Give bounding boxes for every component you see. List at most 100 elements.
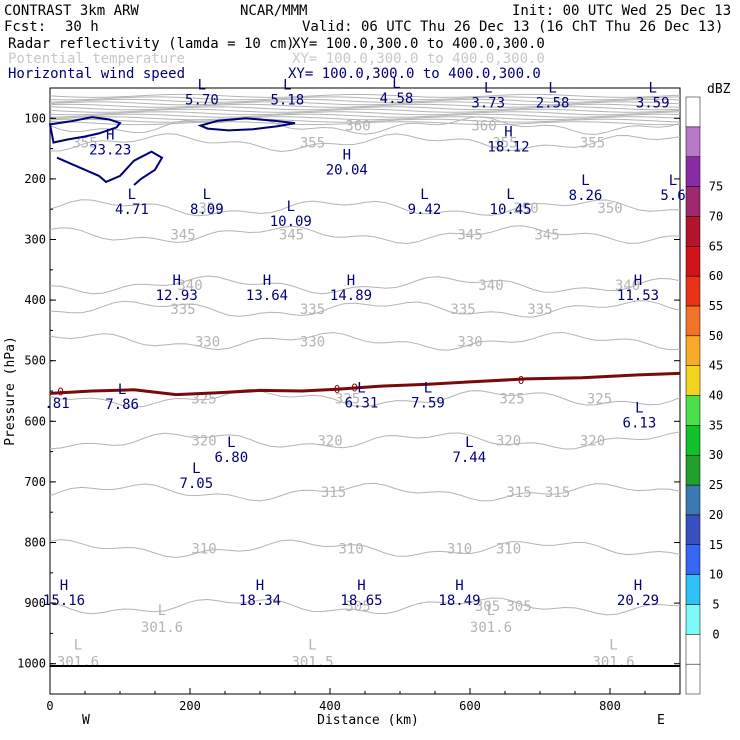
theta-upper-line [49, 103, 681, 108]
theta-contour-label: 345 [279, 228, 304, 244]
wind-extremum-value: 7.05 [179, 476, 213, 492]
wind-extremum-value: 4.58 [380, 91, 414, 107]
wind-extremum-marker: H [634, 273, 642, 289]
colorbar-tick-label: 55 [709, 299, 723, 313]
theta-low-value: 301.5 [291, 655, 333, 671]
wind-extremum-value: 2.58 [536, 95, 570, 111]
wind-extremum-value: 3.73 [471, 95, 505, 111]
theta-upper-line [49, 118, 681, 123]
theta-contour [49, 597, 681, 616]
wind-extremum-value: 8.26 [569, 188, 603, 204]
wind-extremum-marker: H [343, 148, 351, 164]
theta-upper-line [49, 113, 681, 118]
theta-contour-label: 325 [499, 391, 524, 407]
y-tick-label: 500 [24, 354, 46, 368]
wind-extremum-marker: L [392, 76, 400, 92]
theta-contour [49, 199, 681, 217]
theta-contour-label: 320 [496, 434, 521, 450]
theta-contour-label: 340 [478, 278, 503, 294]
zero-dbz-contour [49, 371, 681, 397]
wind-extremum-value: 6.80 [214, 450, 248, 466]
theta-contour-label: 355 [300, 136, 325, 152]
wind-extremum-value: .81 [44, 396, 69, 412]
colorbar-tick-label: 60 [709, 269, 723, 283]
theta-low-value: 301.6 [57, 655, 99, 671]
wind-extremum-marker: L [484, 80, 492, 96]
colorbar-swatch [685, 156, 701, 187]
field-1-xy: XY= 100.0,300.0 to 400.0,300.0 [292, 36, 545, 52]
theta-contour-label: 305 [506, 599, 531, 615]
wind-extremum-marker: L [581, 173, 589, 189]
y-axis-title: Pressure (hPa) [3, 336, 18, 446]
fcst-value: 30 h [65, 19, 99, 35]
wind-extremum-value: 15.16 [43, 593, 85, 609]
east-label: E [657, 713, 665, 728]
wind-extremum-value: 13.64 [246, 288, 288, 304]
wind-extremum-value: 18.65 [340, 593, 382, 609]
y-tick-label: 400 [24, 293, 46, 307]
zero-dbz-label: 0 [518, 374, 525, 387]
theta-contour-label: 325 [335, 391, 360, 407]
field-2-xy: XY= 100.0,300.0 to 400.0,300.0 [292, 51, 545, 67]
wind-extremum-value: 5.70 [185, 92, 219, 108]
wind-extremum-marker: H [455, 578, 463, 594]
theta-contour-label: 310 [338, 542, 363, 558]
wind-extremum-value: 7.86 [105, 397, 139, 413]
colorbar-tick-label: 30 [709, 448, 723, 462]
field-3-name: Horizontal wind speed [8, 66, 185, 82]
wind-extremum-marker: L [465, 435, 473, 451]
wind-extremum-marker: L [648, 80, 656, 96]
field-2-name: Potential temperature [8, 51, 185, 67]
wind-extremum-value: 4.71 [115, 202, 149, 218]
y-tick-label: 200 [24, 172, 46, 186]
theta-contour-label: 305 [475, 599, 500, 615]
wind-extremum-marker: L [506, 187, 514, 203]
wind-extremum-value: 9.42 [408, 202, 442, 218]
init-time: Init: 00 UTC Wed 25 Dec 13 [512, 3, 731, 19]
theta-contour [49, 225, 680, 245]
theta-contour-label: 305 [345, 599, 370, 615]
theta-contour-label: 315 [545, 485, 570, 501]
field-3-xy: XY= 100.0,300.0 to 400.0,300.0 [288, 66, 541, 82]
colorbar-swatch [685, 365, 701, 396]
wind-contour [197, 117, 296, 132]
theta-contour-label: 330 [457, 334, 482, 350]
colorbar-swatch [685, 246, 701, 277]
wind-extremum-marker: H [634, 578, 642, 594]
theta-contour-label: 360 [345, 119, 370, 135]
colorbar-tick-label: 40 [709, 389, 723, 403]
wind-extremum-marker: H [347, 273, 355, 289]
colorbar-swatch [685, 484, 701, 516]
colorbar-tick-label: 35 [709, 418, 723, 432]
wind-extremum-marker: L [283, 77, 291, 93]
wind-extremum-marker: H [263, 273, 271, 289]
theta-upper-line [49, 93, 681, 98]
wind-extremum-value: 10.45 [490, 202, 532, 218]
colorbar-swatch [685, 335, 701, 366]
header: CONTRAST 3km ARW NCAR/MMM Init: 00 UTC W… [4, 3, 731, 82]
colorbar-swatch [685, 514, 701, 546]
theta-contour-label: 310 [496, 542, 521, 558]
wind-contour [56, 150, 164, 186]
theta-contour-label: 355 [492, 136, 517, 152]
colorbar-tick-label: 0 [712, 627, 719, 641]
x-tick-label: 200 [179, 699, 201, 713]
wind-extremum-marker: L [548, 80, 556, 96]
colorbar-swatch [685, 454, 701, 486]
theta-contour-label: 310 [191, 542, 216, 558]
theta-contour-label: 355 [72, 136, 97, 152]
wind-extremum-value: 3.59 [636, 95, 670, 111]
wind-extremum-value: 23.23 [89, 143, 131, 159]
wind-extremum-marker: L [198, 77, 206, 93]
colorbar-swatch [685, 634, 701, 665]
colorbar-tick-label: 10 [709, 568, 723, 582]
wind-extremum-value: 5.6 [660, 188, 685, 204]
colorbar-swatch [685, 663, 701, 695]
west-label: W [82, 713, 90, 728]
colorbar-swatch [685, 275, 701, 307]
x-tick-label: 600 [459, 699, 481, 713]
theta-low-value: 301.6 [470, 620, 512, 636]
colorbar-tick-label: 20 [709, 508, 723, 522]
wind-extremum-value: 18.49 [438, 593, 480, 609]
